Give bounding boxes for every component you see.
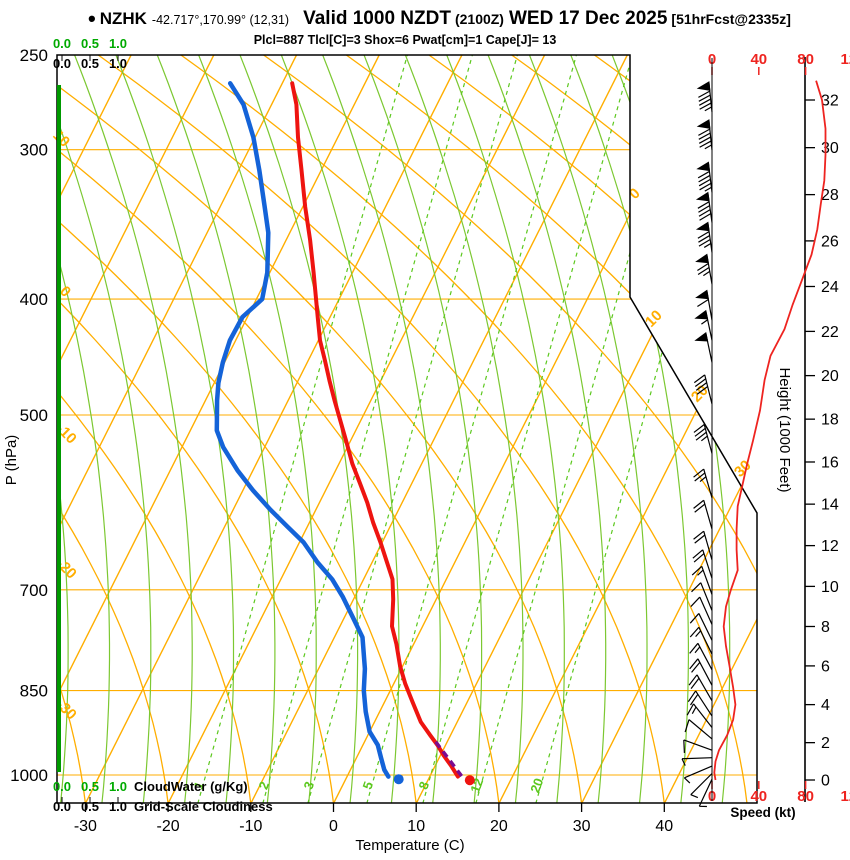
svg-text:20: 20 [821,368,839,385]
svg-text:80: 80 [797,51,814,68]
svg-text:0.0: 0.0 [53,799,71,814]
dewpoint-curve [214,81,391,779]
svg-text:0.5: 0.5 [81,779,99,794]
svg-text:30: 30 [573,818,591,835]
station-id: NZHK [99,9,147,28]
svg-text:2: 2 [821,735,830,752]
svg-text:40: 40 [750,788,767,805]
valid-time: Valid 1000 NZDT [303,8,451,29]
svg-text:30: 30 [821,140,839,157]
svg-text:24: 24 [821,279,839,296]
temperature-curve [290,81,460,779]
svg-text:40: 40 [655,818,673,835]
svg-text:400: 400 [20,290,48,309]
svg-text:0.5: 0.5 [81,56,99,71]
svg-text:2: 2 [255,779,272,791]
forecast-hour: [51hrFcst@2335z] [671,11,791,27]
height-axis-title: Height (1000 Feet) [776,367,793,492]
sounding-parameters: Plcl=887 Tlcl[C]=3 Shox=6 Pwat[cm]=1 Cap… [253,33,557,47]
svg-text:14: 14 [821,497,839,514]
svg-text:8: 8 [821,619,830,636]
svg-text:1000: 1000 [10,766,48,785]
svg-text:1.0: 1.0 [109,56,127,71]
svg-text:6: 6 [821,658,830,675]
svg-text:28: 28 [821,187,839,204]
svg-text:0.0: 0.0 [53,56,71,71]
valid-time-utc: (2100Z) [454,11,504,27]
station-bullet-icon: • [88,6,96,31]
svg-text:16: 16 [821,454,839,471]
svg-text:32: 32 [821,93,839,110]
surface-dewpoint-dot [393,774,404,785]
parcel-path [434,740,466,781]
svg-text:20: 20 [490,818,508,835]
svg-text:8: 8 [415,779,432,791]
speed-axis-title: Speed (kt) [730,805,795,820]
svg-text:26: 26 [821,233,839,250]
svg-text:20: 20 [527,776,546,795]
svg-text:300: 300 [20,141,48,160]
svg-text:-10: -10 [239,818,262,835]
chart-layers: 1 2 3 5 8 12 20100-10-20-3001020300.00.00.00.0… [10,36,850,835]
svg-text:3: 3 [300,779,317,791]
svg-text:10: 10 [407,818,425,835]
svg-text:22: 22 [821,324,839,341]
svg-text:10: 10 [821,579,839,596]
svg-text:12: 12 [821,538,839,555]
plot-boundary [56,54,758,804]
mixing-ratio-labels: 1 2 3 5 8 12 20 [190,776,546,795]
svg-text:0: 0 [821,773,830,790]
title-bar: • NZHK -42.717°,170.99° (12,31) Valid 1000 … [88,6,791,32]
valid-date: WED 17 Dec 2025 [508,8,668,29]
grid-orange [57,55,757,803]
svg-text:1.0: 1.0 [109,36,127,51]
cloud-scale: 0.00.00.00.00.50.50.50.51.01.01.01.0 [53,36,127,814]
svg-text:18: 18 [821,412,839,429]
pressure-axis: 250 300 400 500 700 850 1000 [10,46,48,785]
svg-text:120: 120 [840,788,850,805]
surface-temp-dot [464,775,475,786]
svg-text:0.0: 0.0 [53,36,71,51]
svg-text:0: 0 [329,818,338,835]
svg-text:120: 120 [840,51,850,68]
svg-text:1: 1 [190,779,207,791]
svg-text:4: 4 [821,697,830,714]
svg-text:500: 500 [20,406,48,425]
svg-text:5: 5 [359,779,376,791]
svg-text:-20: -20 [157,818,180,835]
cloudiness-axis-label: Grid-Scale Cloudiness [134,799,273,814]
svg-text:10: 10 [642,307,666,331]
svg-text:30: 30 [731,457,755,481]
svg-text:80: 80 [797,788,814,805]
svg-text:10: 10 [49,127,73,151]
svg-text:700: 700 [20,581,48,600]
svg-text:250: 250 [20,46,48,65]
wind-speed-curve [713,80,827,781]
temperature-axis-title: Temperature (C) [355,837,464,854]
svg-text:850: 850 [20,682,48,701]
svg-text:0.5: 0.5 [81,36,99,51]
svg-text:-30: -30 [74,818,97,835]
svg-text:0: 0 [626,185,644,203]
svg-text:1.0: 1.0 [109,779,127,794]
svg-text:40: 40 [750,51,767,68]
pressure-axis-title: P (hPa) [3,435,20,486]
svg-text:0.0: 0.0 [53,779,71,794]
station-coords: -42.717°,170.99° (12,31) [151,13,290,27]
wind-barbs [681,81,713,808]
svg-text:1.0: 1.0 [109,799,127,814]
temperature-axis: -30 -20 -10 0 10 20 30 40 [74,803,673,835]
cloudwater-axis-label: CloudWater (g/Kg) [134,779,248,794]
